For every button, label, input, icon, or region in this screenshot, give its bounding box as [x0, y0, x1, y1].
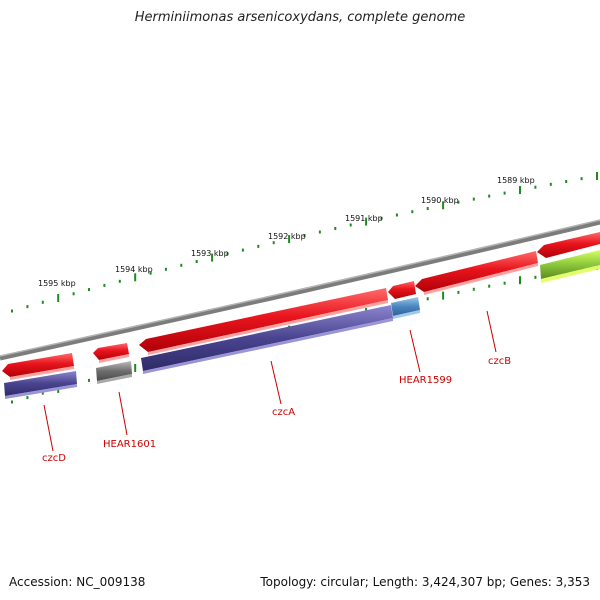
kbp-label: 1595 kbp	[38, 279, 76, 288]
gene-czcA-forward[interactable]	[139, 288, 388, 352]
genome-backbone	[0, 219, 600, 361]
gene-HEAR1599-reverse[interactable]	[391, 297, 420, 316]
kbp-label: 1591 kbp	[345, 214, 383, 223]
gene-czcB-forward[interactable]	[415, 251, 538, 292]
kbp-label: 1589 kbp	[497, 176, 535, 185]
genome-title: Herminiimonas arsenicoxydans, complete g…	[134, 10, 466, 25]
gene-HEAR1601-forward[interactable]	[93, 343, 129, 360]
kbp-label: 1590 kbp	[421, 196, 459, 205]
gene-label-czcA[interactable]: czcA	[272, 407, 295, 418]
gene-next-forward[interactable]	[537, 232, 600, 258]
kbp-label: 1593 kbp	[191, 249, 229, 258]
topology-text: Topology: circular; Length: 3,424,307 bp…	[260, 575, 590, 589]
gene-czcD-forward[interactable]	[2, 353, 74, 377]
gene-label-czcB[interactable]: czcB	[488, 356, 511, 367]
kbp-label: 1594 kbp	[115, 265, 153, 274]
gene-HEAR1599-forward[interactable]	[388, 281, 416, 299]
forward-strand-genes	[2, 232, 600, 380]
gene-HEAR1601-reverse[interactable]	[96, 361, 132, 381]
gene-czcD-reverse[interactable]	[4, 371, 77, 396]
gene-label-HEAR1601[interactable]: HEAR1601	[103, 439, 156, 450]
reverse-strand-genes	[4, 250, 600, 399]
accession-text: Accession: NC_009138	[9, 575, 146, 589]
outer-tick-row	[11, 172, 598, 313]
gene-czcA-reverse[interactable]	[141, 305, 393, 371]
gene-label-HEAR1599[interactable]: HEAR1599	[399, 375, 452, 386]
gene-next-reverse[interactable]	[540, 250, 600, 279]
kbp-label: 1592 kbp	[268, 232, 306, 241]
gene-label-czcD[interactable]: czcD	[42, 453, 66, 464]
gene-label-leaders	[43, 310, 497, 452]
